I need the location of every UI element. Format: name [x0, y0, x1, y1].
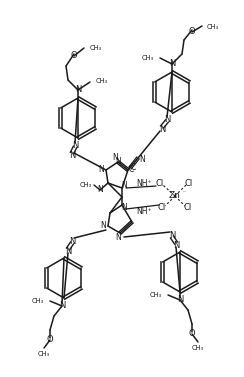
Text: CH₃: CH₃	[32, 298, 44, 304]
Text: N: N	[72, 141, 78, 150]
Text: N: N	[100, 222, 106, 230]
Text: N: N	[115, 158, 121, 167]
Text: N: N	[173, 241, 179, 250]
Text: O: O	[189, 329, 195, 339]
Text: NH⁺: NH⁺	[136, 178, 152, 187]
Text: O: O	[189, 28, 195, 37]
Text: C: C	[130, 164, 136, 173]
Text: Cl: Cl	[158, 204, 166, 213]
Text: N: N	[97, 185, 103, 195]
Text: N: N	[69, 236, 75, 245]
Text: ··: ··	[182, 190, 186, 195]
Text: Cl: Cl	[156, 178, 164, 187]
Text: Cl: Cl	[185, 178, 193, 187]
Text: CH₃: CH₃	[192, 345, 204, 351]
Text: CH₃: CH₃	[207, 24, 219, 30]
Text: Zn: Zn	[169, 192, 181, 201]
Text: N: N	[75, 86, 81, 95]
Text: CH₃: CH₃	[142, 55, 154, 61]
Text: N: N	[139, 155, 145, 164]
Text: N: N	[169, 60, 175, 69]
Text: CH₃: CH₃	[80, 182, 92, 188]
Text: N: N	[177, 296, 183, 305]
Text: Cl: Cl	[184, 204, 192, 213]
Text: CH₃: CH₃	[96, 78, 108, 84]
Text: O: O	[47, 336, 53, 345]
Text: C: C	[128, 166, 134, 175]
Text: N: N	[69, 150, 75, 159]
Text: CH₃: CH₃	[38, 351, 50, 357]
Text: N: N	[65, 247, 71, 256]
Text: NH⁺: NH⁺	[136, 207, 152, 216]
Text: N: N	[115, 233, 121, 242]
Text: N: N	[98, 166, 104, 175]
Text: CH₃: CH₃	[90, 45, 102, 51]
Text: N: N	[164, 115, 170, 124]
Text: N: N	[59, 302, 65, 311]
Text: CH₃: CH₃	[150, 292, 162, 298]
Text: N: N	[169, 230, 175, 239]
Text: N: N	[121, 202, 127, 211]
Text: N: N	[112, 153, 118, 162]
Text: N: N	[121, 181, 127, 190]
Text: O: O	[71, 52, 77, 60]
Text: N: N	[159, 124, 165, 133]
